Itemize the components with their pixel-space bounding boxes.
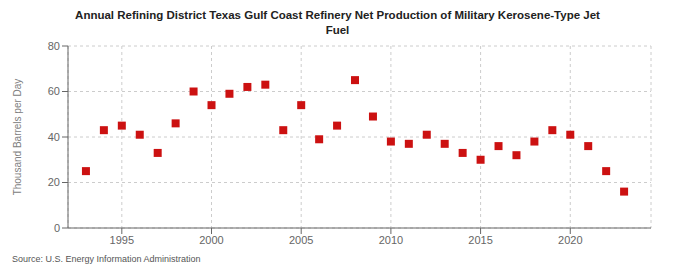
html-text:Fuel: Fuel	[325, 24, 350, 36]
svg-text:2005: 2005	[289, 234, 313, 246]
svg-text:2020: 2020	[558, 234, 582, 246]
svg-text:60: 60	[48, 85, 60, 97]
html-text:Annual Refining District Texas: Annual Refining District Texas Gulf Coas…	[75, 9, 600, 21]
svg-text:2015: 2015	[468, 234, 492, 246]
svg-text:80: 80	[48, 40, 60, 52]
svg-text:40: 40	[48, 131, 60, 143]
svg-text:2000: 2000	[199, 234, 223, 246]
svg-text:2010: 2010	[379, 234, 403, 246]
svg-text:0: 0	[54, 222, 60, 234]
svg-text:1995: 1995	[110, 234, 134, 246]
html-text:Source: U.S. Energy Informatio: Source: U.S. Energy Information Administ…	[12, 254, 201, 264]
svg-text:20: 20	[48, 176, 60, 188]
svg-text:Thousand Barrels per Day: Thousand Barrels per Day	[12, 79, 23, 196]
